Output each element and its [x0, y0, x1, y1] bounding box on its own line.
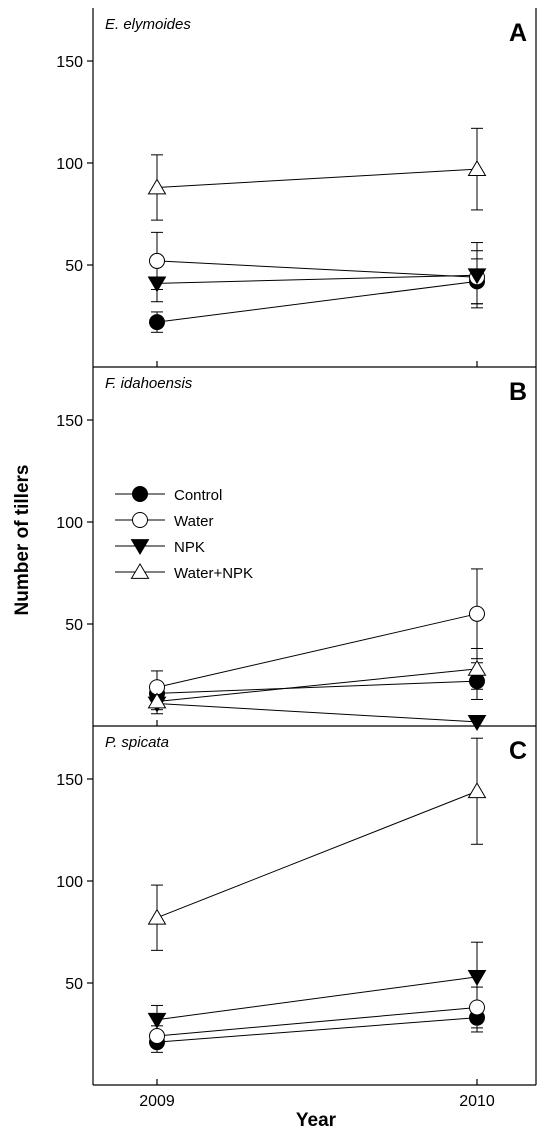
point-npk-2010 — [467, 268, 487, 285]
series-line-npk — [156, 274, 478, 284]
series-line-control — [156, 280, 478, 323]
x-tick-label-2010: 2010 — [459, 1093, 495, 1110]
panel-species-label: E. elymoides — [105, 16, 191, 33]
panel-C: 50 100 150 P. spicata C — [56, 726, 537, 1086]
x-tick-label-2009: 2009 — [139, 1093, 175, 1110]
y-tick-label-100: 100 — [56, 515, 83, 532]
point-npk-2009 — [147, 276, 167, 293]
legend-label: Water — [174, 513, 213, 530]
legend: Control Water NPK Water+NPK — [115, 486, 253, 582]
x-axis-title: Year — [296, 1110, 337, 1131]
point-water-npk-2010 — [467, 659, 487, 676]
panels-layer: 50 100 150 E. elymoides A 50 100 150 F. idahoens… — [56, 8, 537, 1110]
point-water-npk-2009 — [147, 692, 167, 709]
series-line-water-npk — [156, 790, 478, 919]
legend-label: Control — [174, 487, 222, 504]
y-tick-label-150: 150 — [56, 54, 83, 71]
panel-species-label: P. spicata — [105, 734, 169, 751]
point-water-npk-2010 — [467, 160, 487, 176]
point-npk-2010 — [467, 970, 487, 986]
point-water-2010 — [469, 999, 485, 1016]
series-line-control — [156, 1017, 478, 1043]
point-water-2010 — [469, 605, 485, 622]
legend-label: Water+NPK — [174, 565, 253, 582]
y-tick-label-50: 50 — [65, 976, 83, 993]
legend-marker — [132, 512, 148, 528]
y-tick-label-50: 50 — [65, 258, 83, 275]
legend-marker — [130, 539, 150, 556]
legend-item-npk: NPK — [115, 539, 205, 556]
series-line-water-npk — [156, 668, 478, 703]
point-water-2009 — [149, 1028, 165, 1045]
series-lines — [156, 168, 478, 323]
y-tick-label-100: 100 — [56, 874, 83, 891]
point-control-2010 — [469, 673, 485, 690]
series-lines — [156, 790, 478, 1043]
series-line-water — [156, 260, 478, 278]
y-tick-label-150: 150 — [56, 413, 83, 430]
panel-B: 50 100 150 F. idahoensis B — [56, 367, 537, 731]
point-control-2009 — [149, 314, 165, 331]
legend-item-water: Water — [115, 512, 213, 530]
point-npk-2010 — [467, 715, 487, 731]
panel-species-label: F. idahoensis — [105, 375, 193, 392]
series-line-control — [156, 680, 478, 694]
y-tick-label-100: 100 — [56, 156, 83, 173]
series-line-water — [156, 613, 478, 688]
point-water-npk-2009 — [147, 178, 167, 195]
legend-item-water-npk: Water+NPK — [115, 562, 253, 582]
legend-marker — [130, 562, 150, 579]
legend-item-control: Control — [115, 486, 222, 504]
series-line-water — [156, 1006, 478, 1037]
x-tick-labels: 2009 2010 — [139, 1093, 495, 1110]
legend-label: NPK — [174, 539, 205, 556]
point-npk-2009 — [147, 1012, 167, 1029]
panel-letter: B — [509, 378, 527, 406]
point-water-2009 — [149, 252, 165, 269]
panel-letter: A — [509, 19, 527, 47]
y-tick-label-50: 50 — [65, 617, 83, 634]
panel-letter: C — [509, 737, 527, 765]
series-markers — [147, 782, 487, 1051]
series-line-npk — [156, 976, 478, 1021]
point-water-npk-2010 — [467, 782, 487, 799]
panel-A: 50 100 150 E. elymoides A — [56, 8, 537, 368]
legend-marker — [132, 486, 148, 502]
y-tick-label-150: 150 — [56, 772, 83, 789]
series-line-npk — [156, 703, 478, 723]
series-lines — [156, 613, 478, 723]
y-axis-title: Number of tillers — [12, 465, 33, 616]
error-bars — [151, 737, 483, 1053]
series-markers — [147, 605, 487, 731]
series-line-water-npk — [156, 168, 478, 188]
series-markers — [147, 160, 487, 331]
point-water-npk-2009 — [147, 908, 167, 925]
